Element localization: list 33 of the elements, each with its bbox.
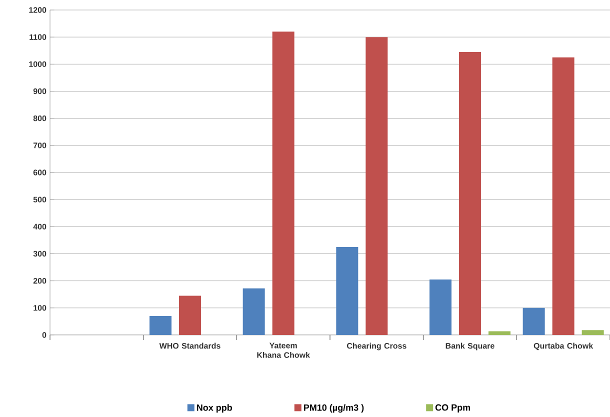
legend-label: Nox ppb	[197, 404, 232, 413]
bar	[488, 331, 510, 335]
bar	[336, 246, 358, 335]
bar	[366, 37, 388, 335]
y-tick-label: 500	[33, 196, 46, 202]
bar	[179, 296, 202, 335]
y-tick-label: 900	[33, 88, 46, 94]
legend-label: CO Ppm	[435, 404, 470, 412]
bar	[522, 308, 545, 335]
bar	[582, 330, 604, 335]
x-tick-label: Chearing Cross	[346, 342, 406, 350]
bar	[150, 316, 172, 335]
bar	[458, 52, 481, 335]
y-tick-label: 700	[33, 142, 46, 148]
y-tick-label: 1000	[29, 61, 46, 67]
y-tick-label: 1200	[29, 7, 46, 13]
bar	[272, 32, 294, 335]
legend-label: PM10 (µg/m3 )	[304, 404, 364, 413]
y-tick-label: 100	[34, 305, 46, 311]
y-tick-label: 0	[42, 332, 46, 338]
bar	[552, 57, 574, 335]
y-tick-label: 800	[33, 115, 46, 122]
x-tick-label: WHO Standards	[159, 342, 220, 349]
y-tick-label: 400	[33, 224, 46, 230]
bar	[429, 279, 452, 335]
x-tick-label: Qurtaba Chowk	[534, 342, 594, 350]
x-tick-label: Bank Square	[446, 342, 494, 350]
y-tick-label: 1100	[30, 34, 46, 40]
y-tick-label: 200	[33, 278, 46, 284]
y-tick-label: 300	[33, 250, 46, 257]
x-tick-label: Yateem Khana Chowk	[257, 342, 310, 358]
bar	[242, 288, 265, 335]
y-tick-label: 600	[33, 170, 46, 176]
